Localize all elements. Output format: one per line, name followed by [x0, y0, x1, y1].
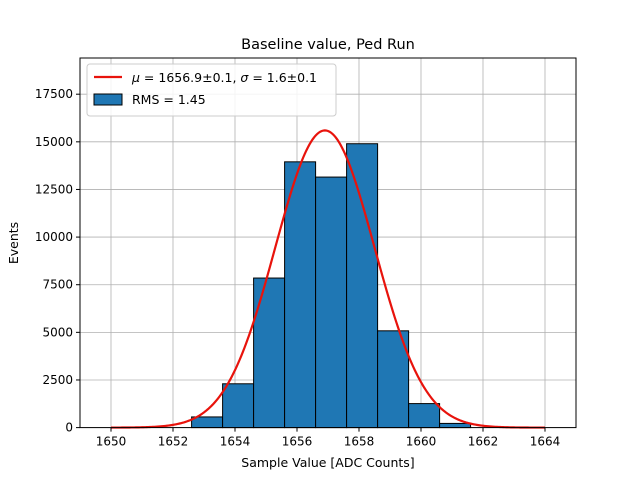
- legend-histogram-label: RMS = 1.45: [132, 92, 206, 107]
- axis-ticks: 1650 1652 1654 1656 1658 1660 1662 1664 0 2500 500…: [35, 87, 560, 448]
- chart-title: Baseline value, Ped Run: [241, 37, 415, 53]
- x-tick-label: 1662: [468, 435, 499, 449]
- x-tick-label: 1664: [530, 435, 561, 449]
- x-tick-label: 1650: [96, 435, 127, 449]
- plot-frame: [79, 57, 577, 429]
- histogram-bar: [439, 422, 472, 429]
- histogram-bar: [222, 383, 255, 429]
- legend-mu-symbol: μ: [131, 70, 140, 85]
- legend: μ = 1656.9±0.1, σ = 1.6±0.1 RMS = 1.45: [86, 63, 337, 117]
- y-axis-label: Events: [6, 222, 21, 264]
- legend-mu-value: = 1656.9±0.1,: [140, 70, 240, 85]
- histogram-bar: [346, 143, 379, 429]
- legend-sigma-value: = 1.6±0.1: [248, 70, 317, 85]
- x-tick-label: 1656: [282, 435, 313, 449]
- x-tick-label: 1652: [158, 435, 189, 449]
- legend-box: [86, 63, 337, 117]
- legend-histogram-swatch: [93, 93, 123, 106]
- y-tick-label: 5000: [42, 325, 73, 339]
- x-tick-label: 1658: [344, 435, 375, 449]
- x-axis-label: Sample Value [ADC Counts]: [241, 455, 414, 470]
- x-tick-label: 1654: [220, 435, 251, 449]
- x-tick-label: 1660: [406, 435, 437, 449]
- histogram-bar: [315, 176, 348, 429]
- y-tick-label: 10000: [35, 230, 73, 244]
- y-tick-label: 12500: [35, 182, 73, 196]
- gaussian-fit-curve: [111, 129, 545, 429]
- histogram-bar: [377, 330, 410, 429]
- legend-sigma-symbol: σ: [240, 70, 249, 85]
- y-tick-label: 0: [65, 421, 73, 435]
- legend-fit-label: μ = 1656.9±0.1, σ = 1.6±0.1: [131, 70, 317, 85]
- y-tick-label: 7500: [42, 278, 73, 292]
- y-tick-label: 2500: [42, 373, 73, 387]
- y-tick-label: 15000: [35, 135, 73, 149]
- histogram-bar: [408, 403, 441, 429]
- histogram-bar: [253, 277, 286, 429]
- y-tick-label: 17500: [35, 87, 73, 101]
